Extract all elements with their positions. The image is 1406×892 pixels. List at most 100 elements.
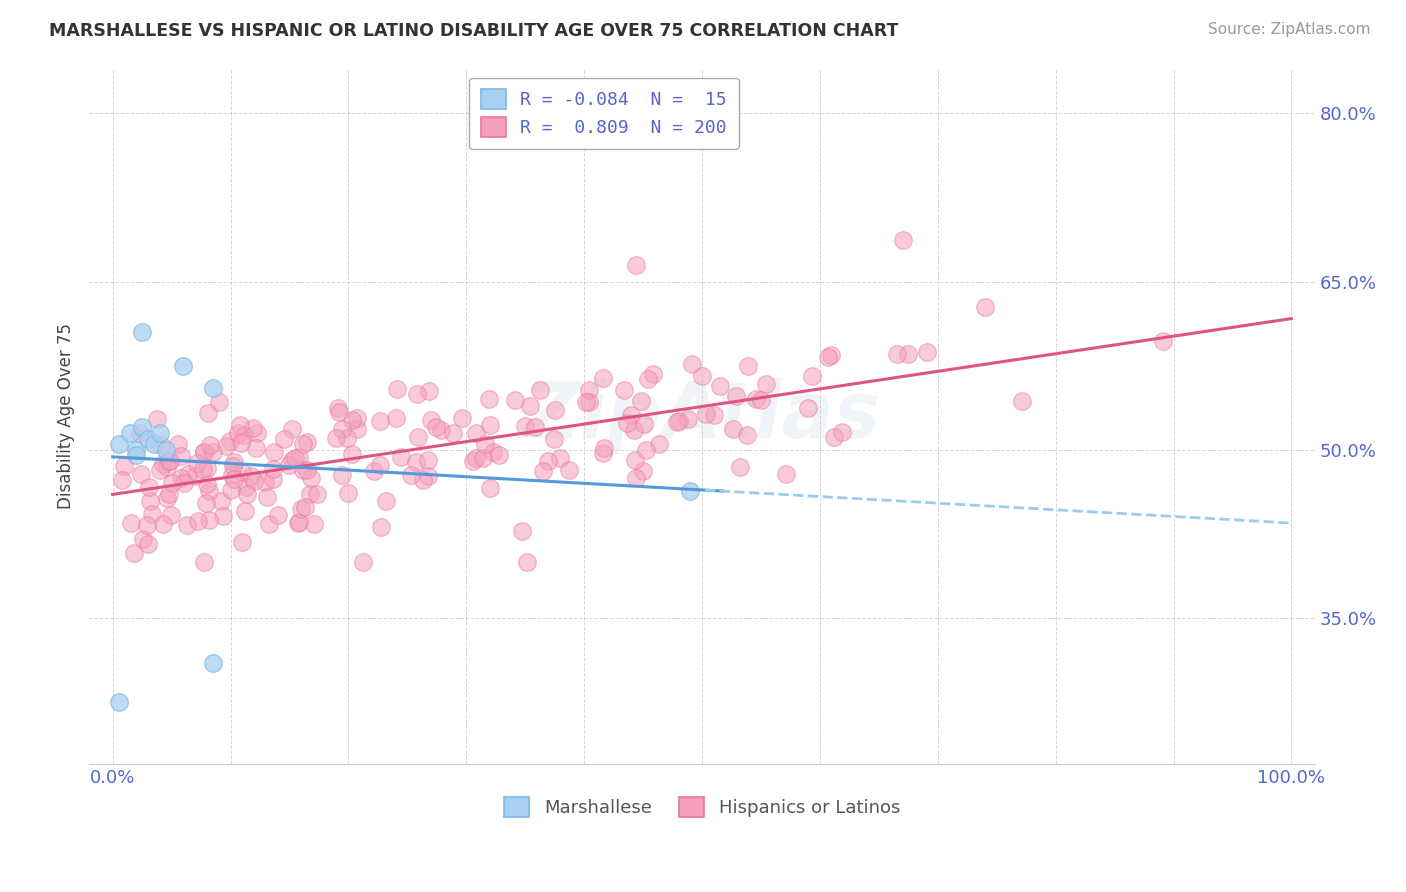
Point (245, 442, 267, 456)
Point (156, 491, 179, 505)
Point (817, 350, 839, 364)
Point (138, 537, 160, 551)
Point (302, 516, 325, 531)
Point (330, 468, 353, 483)
Point (451, 410, 474, 425)
Point (330, 422, 353, 436)
Point (128, 425, 150, 440)
Point (405, 455, 427, 469)
Point (897, 347, 920, 361)
Point (544, 403, 567, 417)
Point (690, 369, 713, 384)
Point (157, 454, 180, 468)
Point (516, 555, 538, 569)
Point (152, 516, 174, 531)
Point (195, 496, 218, 510)
Point (120, 425, 142, 440)
Point (479, 417, 502, 432)
Point (537, 454, 560, 468)
Point (666, 415, 689, 429)
Point (256, 490, 278, 504)
Point (472, 450, 495, 465)
Point (464, 425, 486, 440)
Point (167, 437, 190, 451)
Legend: Marshallese, Hispanics or Latinos: Marshallese, Hispanics or Latinos (496, 790, 907, 824)
Point (626, 258, 648, 272)
Point (464, 450, 486, 465)
Point (193, 555, 215, 569)
Point (328, 405, 350, 419)
Point (131, 420, 153, 434)
Point (125, 442, 148, 457)
Point (295, 463, 318, 477)
Point (107, 695, 129, 709)
Point (222, 459, 245, 474)
Point (198, 484, 221, 499)
Point (305, 487, 328, 501)
Point (352, 555, 374, 569)
Point (578, 395, 600, 409)
Point (915, 345, 938, 359)
Point (416, 469, 439, 483)
Point (737, 359, 759, 373)
Point (461, 454, 484, 468)
Point (668, 414, 690, 428)
Point (262, 472, 284, 486)
Point (387, 383, 409, 397)
Point (209, 493, 232, 508)
Point (529, 383, 551, 397)
Point (578, 383, 600, 397)
Point (519, 399, 541, 413)
Point (172, 359, 194, 373)
Point (298, 487, 321, 501)
Point (232, 428, 254, 442)
Point (406, 430, 429, 444)
Point (479, 481, 502, 495)
Point (419, 412, 441, 426)
Point (149, 463, 172, 477)
Point (478, 392, 501, 406)
Point (831, 425, 853, 439)
Point (266, 508, 288, 523)
Point (728, 459, 751, 474)
Point (222, 472, 245, 486)
Point (1152, 334, 1174, 348)
Text: ZipAtlas: ZipAtlas (523, 378, 880, 454)
Point (193, 445, 215, 459)
Point (202, 444, 225, 458)
Point (201, 656, 224, 670)
Point (215, 439, 238, 453)
Point (775, 467, 797, 481)
Point (299, 470, 322, 484)
Point (156, 459, 179, 474)
Point (399, 468, 422, 483)
Point (198, 437, 221, 451)
Point (418, 384, 440, 398)
Point (228, 426, 250, 441)
Point (575, 395, 598, 409)
Y-axis label: Disability Age Over 75: Disability Age Over 75 (58, 323, 75, 509)
Point (284, 450, 307, 465)
Text: Source: ZipAtlas.com: Source: ZipAtlas.com (1208, 22, 1371, 37)
Point (233, 504, 256, 518)
Point (647, 436, 669, 450)
Point (370, 520, 392, 534)
Point (543, 432, 565, 446)
Point (155, 442, 177, 457)
Point (294, 500, 316, 515)
Point (297, 435, 319, 450)
Point (278, 458, 301, 472)
Point (676, 411, 699, 425)
Point (406, 387, 429, 401)
Point (337, 486, 360, 500)
Point (187, 514, 209, 528)
Point (235, 487, 257, 501)
Point (616, 416, 638, 430)
Point (531, 464, 554, 478)
Point (149, 425, 172, 440)
Point (558, 463, 581, 477)
Point (132, 532, 155, 546)
Point (592, 442, 614, 456)
Point (218, 434, 240, 449)
Point (620, 408, 643, 422)
